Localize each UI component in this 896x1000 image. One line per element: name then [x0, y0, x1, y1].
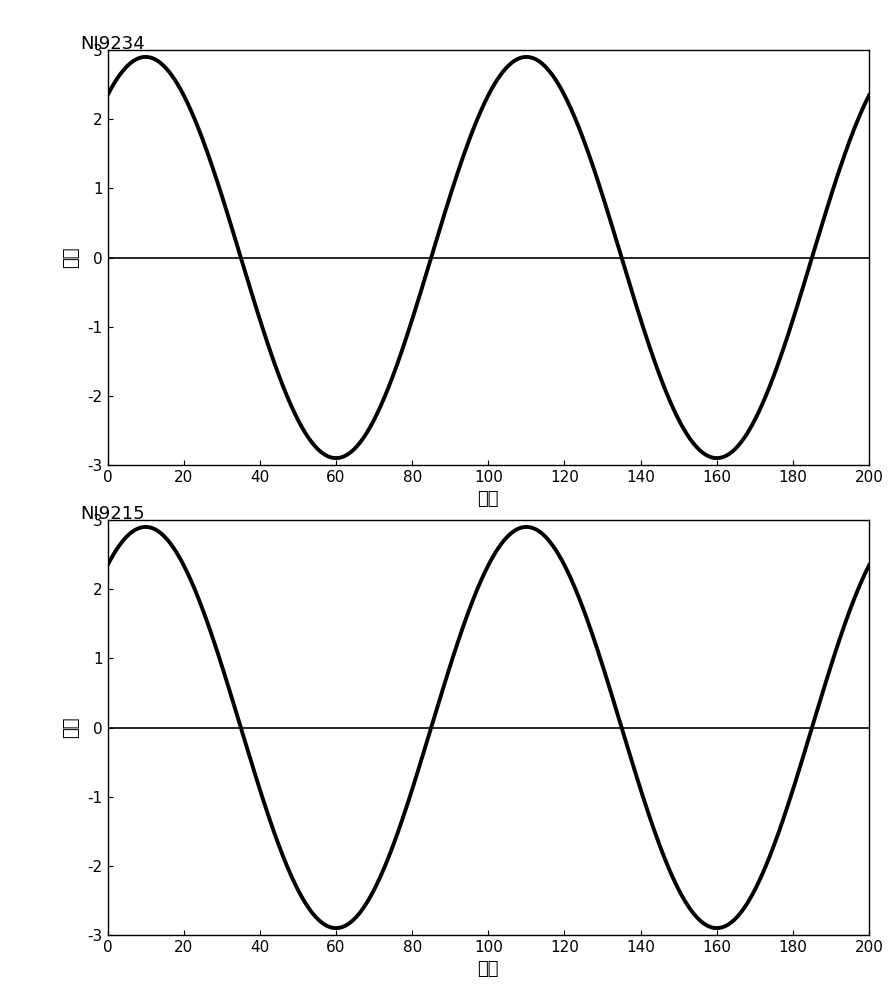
Y-axis label: 振幅: 振幅 [63, 247, 81, 268]
Text: NI9234: NI9234 [81, 35, 145, 53]
Text: NI9215: NI9215 [81, 505, 145, 523]
X-axis label: 时间: 时间 [478, 960, 499, 978]
Y-axis label: 振幅: 振幅 [63, 717, 81, 738]
X-axis label: 时间: 时间 [478, 490, 499, 508]
